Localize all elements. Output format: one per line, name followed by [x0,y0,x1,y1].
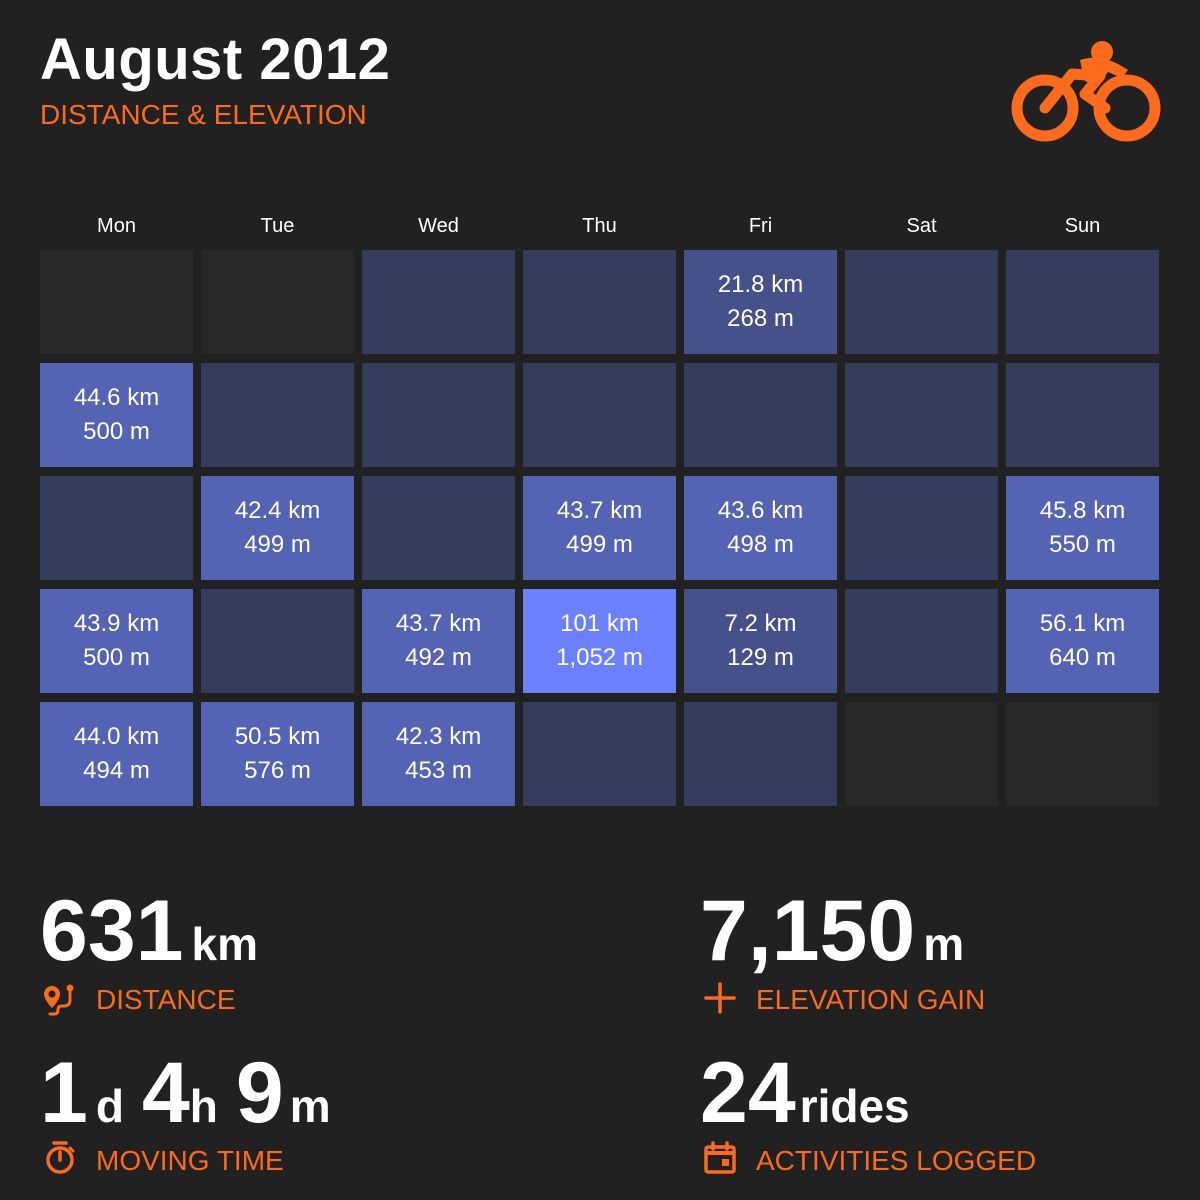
calendar-cell-ride: 56.1 km 640 m [1006,589,1159,693]
page-subtitle: DISTANCE & ELEVATION [40,99,367,130]
ride-distance: 43.7 km [556,497,643,524]
weekday-label: Sat [906,215,937,237]
calendar-cell-no-ride [201,589,354,693]
weekday-header: Mon Tue Wed Thu Fri Sat Sun [40,212,1160,240]
ride-elevation: 576 m [244,757,311,784]
calendar-cell-no-ride [523,702,676,806]
ride-distance: 101 km [560,610,639,637]
ride-elevation: 499 m [566,531,633,558]
ride-elevation: 453 m [405,757,472,784]
elevation-unit: m [923,918,965,970]
calendar-cell-no-ride [684,702,837,806]
calendar-cell-ride: 42.4 km 499 m [201,476,354,580]
calendar-cell-ride: 7.2 km 129 m [684,589,837,693]
calendar-cell-ride: 43.7 km 499 m [523,476,676,580]
calendar-cell-no-ride [684,363,837,467]
ride-distance: 45.8 km [1039,497,1126,524]
moving-time-hours-unit: h [189,1080,218,1132]
activities-unit: rides [799,1080,910,1132]
moving-time-days-unit: d [95,1080,124,1132]
calendar-cell-no-ride [362,250,515,354]
weekday-label: Sun [1064,215,1101,237]
cyclist-icon [1011,41,1161,142]
calendar-cell-ride: 45.8 km 550 m [1006,476,1159,580]
calendar-icon [704,1141,736,1174]
moving-time-minutes: 9 [235,1045,284,1141]
calendar-cell-no-ride [40,476,193,580]
ride-distance: 56.1 km [1039,610,1126,637]
calendar-cell-ride: 43.6 km 498 m [684,476,837,580]
ride-distance: 44.6 km [73,384,160,411]
ride-distance: 42.3 km [395,723,482,750]
moving-time-label: MOVING TIME [96,1145,284,1176]
calendar-cell-outside-month [40,250,193,354]
moving-time-minutes-unit: m [289,1080,331,1132]
weekday-label: Tue [260,215,295,237]
calendar-cell-ride: 44.0 km 494 m [40,702,193,806]
calendar-cell-ride: 44.6 km 500 m [40,363,193,467]
calendar-cell-ride: 21.8 km 268 m [684,250,837,354]
calendar-cell-no-ride [845,589,998,693]
ride-elevation: 550 m [1049,531,1116,558]
weekday-label: Wed [418,215,459,237]
calendar-cell-no-ride [201,363,354,467]
elevation-stat: 7,150 m [700,888,964,974]
calendar-cell-ride: 42.3 km 453 m [362,702,515,806]
calendar-cell-no-ride [523,250,676,354]
elevation-value: 7,150 [700,883,916,979]
ride-elevation: 500 m [83,418,150,445]
page-title: August 2012 [40,27,391,92]
calendar-cell-no-ride [1006,363,1159,467]
distance-label: DISTANCE [96,984,236,1015]
calendar-cell-outside-month [1006,702,1159,806]
activities-stat: 24rides [700,1050,910,1136]
calendar-cell-ride: 43.7 km 492 m [362,589,515,693]
route-icon [44,984,74,1016]
ride-distance: 21.8 km [717,271,804,298]
ride-elevation: 640 m [1049,644,1116,671]
calendar-cell-outside-month [201,250,354,354]
ride-elevation: 494 m [83,757,150,784]
elevation-label: ELEVATION GAIN [756,984,986,1015]
calendar-cell-outside-month [845,702,998,806]
weekday-label: Mon [97,215,136,237]
ride-elevation: 499 m [244,531,311,558]
calendar-cell-no-ride [845,250,998,354]
ride-elevation: 268 m [727,305,794,332]
ride-elevation: 500 m [83,644,150,671]
calendar-cell-no-ride [362,476,515,580]
ride-distance: 43.9 km [73,610,160,637]
calendar-cell-no-ride [845,363,998,467]
moving-time-stat: 1 d 4h 9 m [40,1050,331,1136]
distance-value: 631 [40,883,184,979]
ride-elevation: 492 m [405,644,472,671]
stopwatch-icon [46,1141,75,1174]
ride-distance: 7.2 km [724,610,797,637]
ride-distance: 43.6 km [717,497,804,524]
ride-distance: 50.5 km [234,723,321,750]
ride-distance: 43.7 km [395,610,482,637]
distance-unit: km [191,918,258,970]
ride-distance: 44.0 km [73,723,160,750]
calendar-cell-ride: 43.9 km 500 m [40,589,193,693]
ride-elevation: 129 m [727,644,794,671]
weekday-label: Thu [582,215,617,237]
calendar-cell-ride: 50.5 km 576 m [201,702,354,806]
activities-value: 24 [700,1045,796,1141]
calendar-cell-no-ride [523,363,676,467]
calendar-cell-no-ride [845,476,998,580]
calendar-grid: 21.8 km 268 m 44.6 km 500 m 42.4 km 499 m 43.7… [40,250,1160,806]
weekday-label: Fri [748,215,773,237]
calendar-cell-no-ride [1006,250,1159,354]
ride-distance: 42.4 km [234,497,321,524]
ride-elevation: 1,052 m [556,644,643,671]
calendar-cell-no-ride [362,363,515,467]
moving-time-hours: 4 [141,1045,190,1141]
distance-stat: 631 km [40,888,258,974]
ride-elevation: 498 m [727,531,794,558]
moving-time-days: 1 [40,1045,88,1141]
activities-label: ACTIVITIES LOGGED [756,1145,1037,1176]
calendar-cell-ride: 101 km 1,052 m [523,589,676,693]
plus-icon [704,982,736,1014]
